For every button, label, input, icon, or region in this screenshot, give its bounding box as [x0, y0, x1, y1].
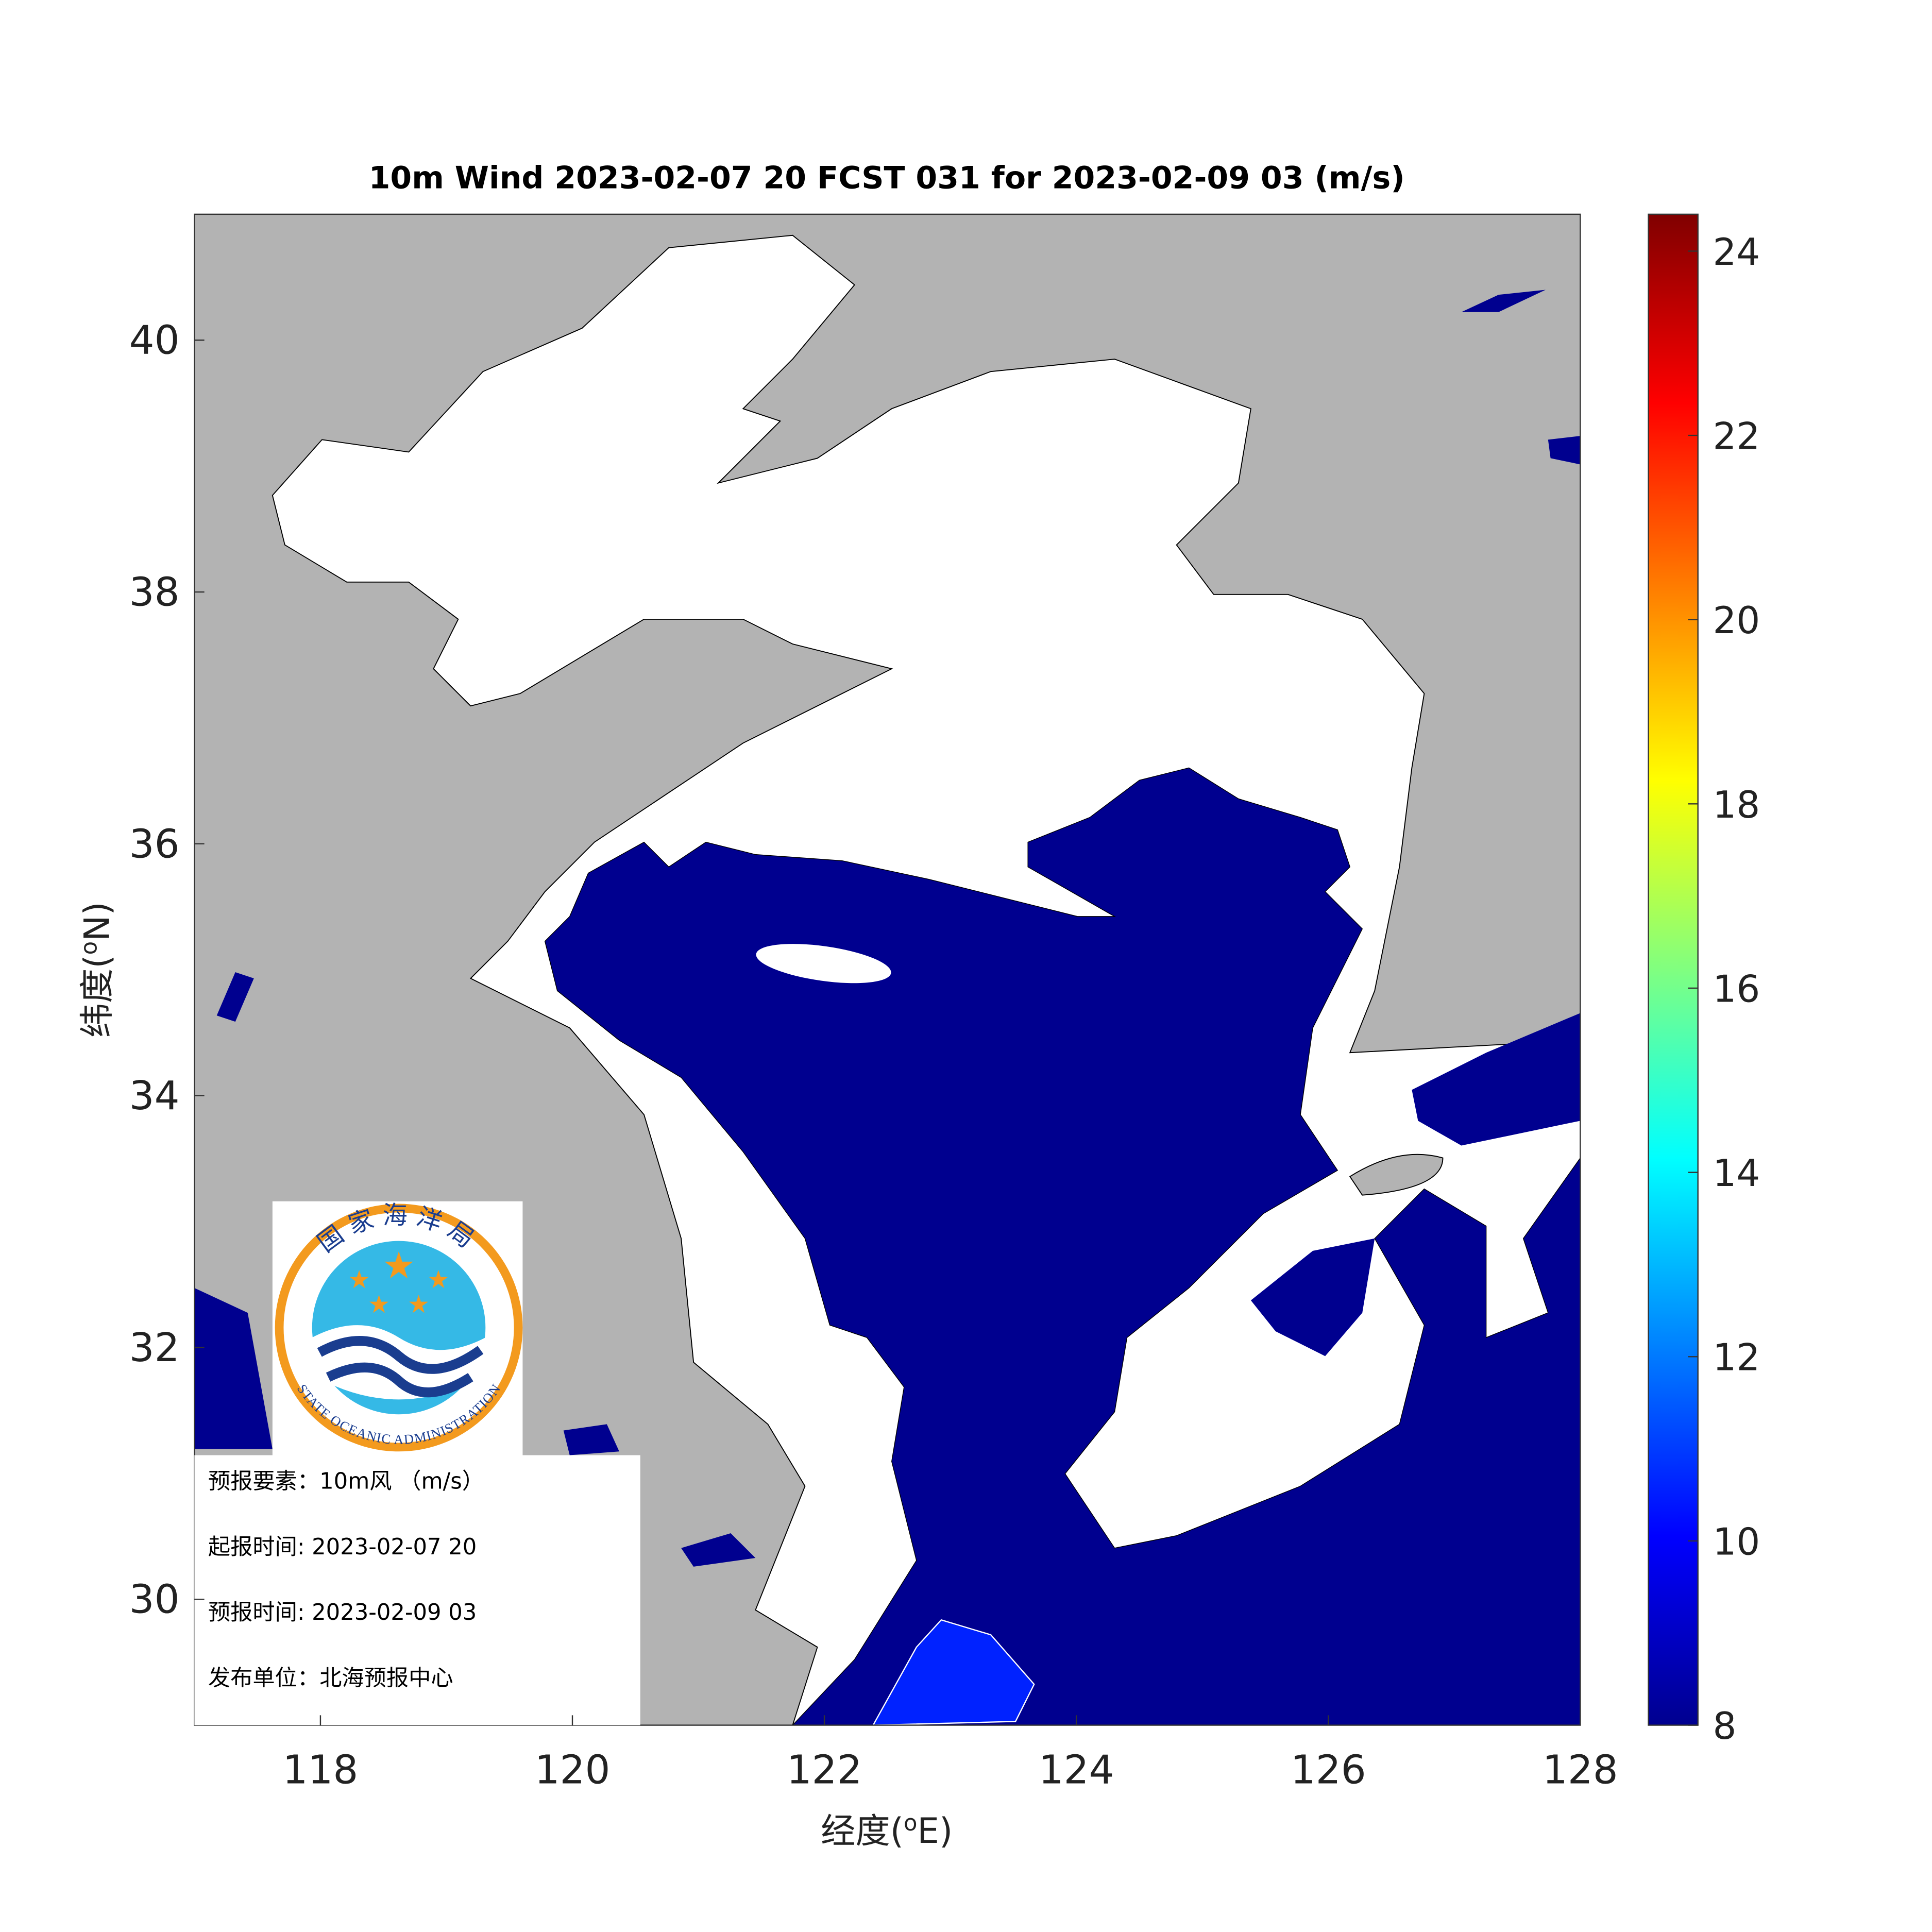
x-tick-label: 120 [535, 1748, 611, 1793]
info-line: 预报要素：10m风 （m/s） [208, 1468, 484, 1494]
x-tick-label: 128 [1543, 1748, 1618, 1793]
colorbar-tick-label: 10 [1713, 1520, 1760, 1564]
colorbar-tick-label: 12 [1713, 1336, 1760, 1380]
colorbar-tick-label: 14 [1713, 1152, 1760, 1195]
colorbar-tick-label: 24 [1713, 231, 1760, 274]
logo-wave [326, 1362, 473, 1398]
logo-wave [317, 1336, 484, 1374]
svg-text:★: ★ [348, 1265, 370, 1294]
svg-text:★: ★ [427, 1265, 449, 1294]
svg-text:★: ★ [382, 1244, 416, 1287]
x-axis-label: E) [917, 1811, 953, 1851]
wind-region [563, 1424, 619, 1455]
wind-region [872, 1619, 1035, 1725]
x-axis-label: o [904, 1810, 917, 1836]
wind-region [1412, 1013, 1581, 1146]
wind-region [544, 767, 1581, 1725]
svg-text:★: ★ [368, 1290, 390, 1319]
x-tick-label: 126 [1291, 1748, 1366, 1793]
x-axis-label: 经度(oE) [821, 1810, 953, 1851]
colorbar-tick-label: 18 [1713, 784, 1760, 827]
info-line: 发布单位：北海预报中心 [208, 1666, 453, 1691]
info-line: 预报时间: 2023-02-09 03 [208, 1600, 477, 1625]
y-tick-label: 40 [129, 318, 180, 364]
logo: ★★ ★★ ★ 国家海洋局 STATE OCEANIC ADMINISTRATION [275, 1201, 523, 1452]
calm-region [756, 944, 891, 984]
y-tick-label: 30 [129, 1577, 180, 1623]
info-box [194, 1455, 640, 1725]
colorbar-tick-label: 20 [1713, 599, 1760, 642]
island [1349, 1154, 1444, 1196]
y-tick-label: 38 [129, 569, 180, 615]
colorbar [1648, 213, 1699, 1726]
x-tick-label: 124 [1039, 1748, 1114, 1793]
y-axis-label: o [77, 941, 103, 955]
svg-text:★: ★ [408, 1290, 430, 1319]
info-text: 预报要素：10m风 （m/s） 起报时间: 2023-02-07 20 预报时间… [208, 1468, 484, 1691]
y-axis-label: 纬度(oN) [77, 902, 117, 1038]
wind-region [1548, 436, 1581, 465]
wind-region [1250, 1238, 1375, 1357]
y-axis-label: 纬度( [77, 955, 117, 1038]
wind-region [194, 1288, 273, 1449]
y-axis-label: N) [77, 902, 117, 941]
map-area [194, 214, 1581, 1725]
colorbar-tick-label: 16 [1713, 968, 1760, 1011]
y-tick-label: 36 [129, 821, 180, 867]
plot-frame [194, 213, 1581, 1726]
x-axis-label: 经度( [821, 1811, 904, 1851]
wind-region [216, 972, 254, 1022]
wind-region [681, 1533, 756, 1567]
x-tick-label: 118 [283, 1748, 359, 1793]
y-tick-label: 32 [129, 1325, 180, 1371]
x-tick-label: 122 [787, 1748, 862, 1793]
y-tick-label: 34 [129, 1073, 180, 1119]
colorbar-tick-label: 8 [1713, 1705, 1737, 1748]
wind-region [1461, 290, 1546, 312]
colorbar-tick-label: 22 [1713, 415, 1760, 458]
info-line: 起报时间: 2023-02-07 20 [208, 1534, 477, 1560]
chart-title: 10m Wind 2023-02-07 20 FCST 031 for 2023… [369, 160, 1405, 196]
logo-stars: ★★ ★★ ★ [348, 1244, 450, 1319]
